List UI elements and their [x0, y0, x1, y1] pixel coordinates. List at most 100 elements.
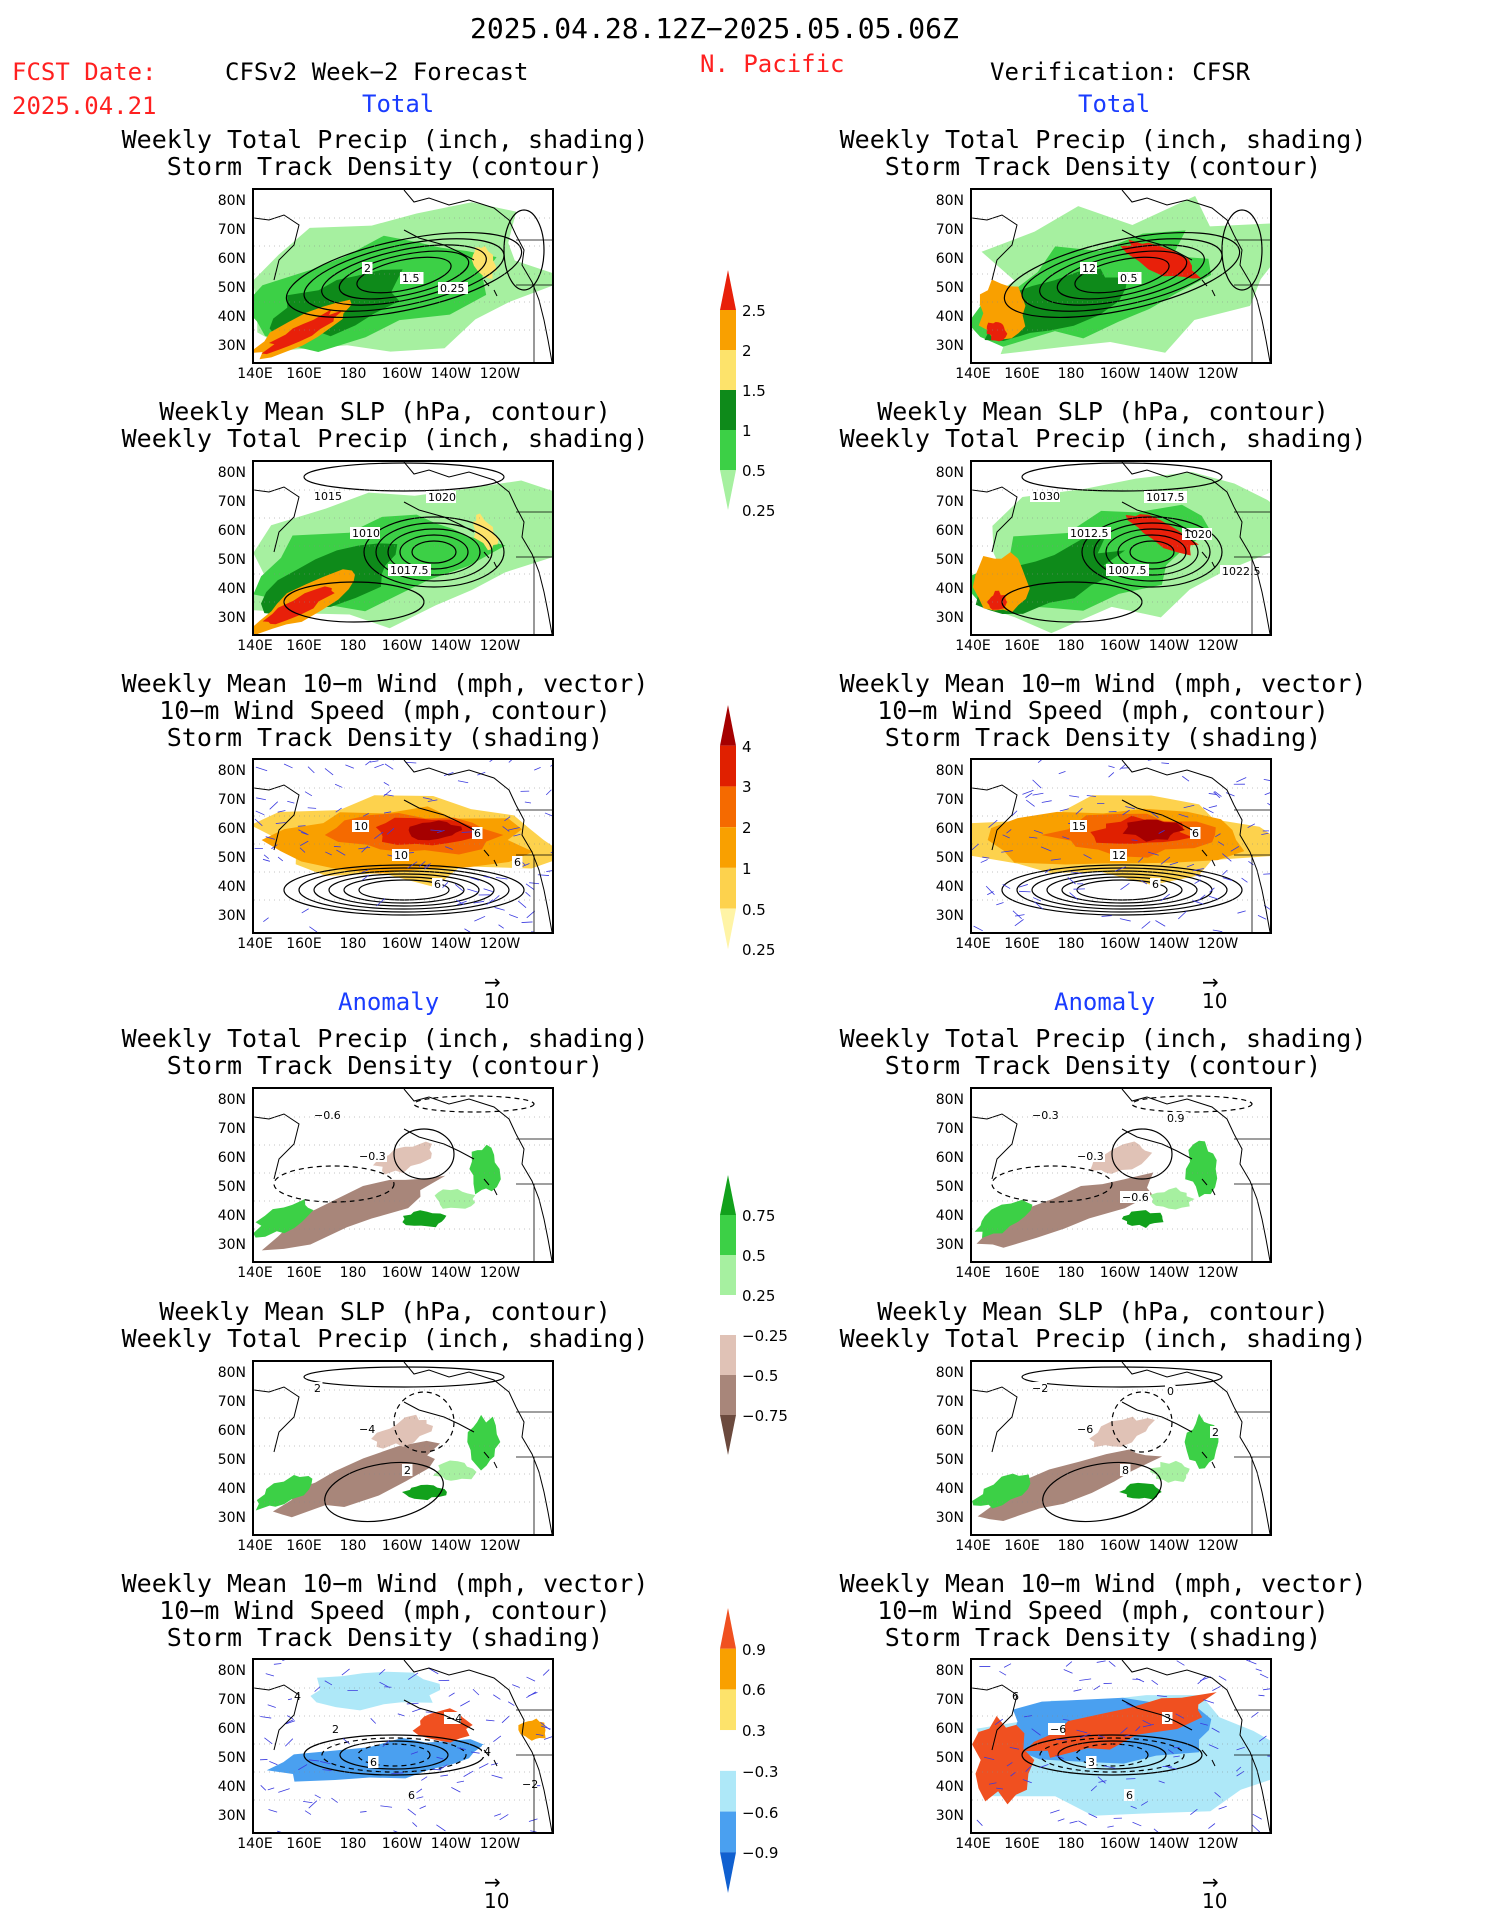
- slp-contour: [1117, 534, 1187, 570]
- wind-vector: [1236, 1746, 1245, 1751]
- map-panel-prec_an-verification: −0.3 −0.3 −0.6 0.9: [970, 1087, 1272, 1263]
- wind-vector: [987, 891, 994, 896]
- lon-tick-label: 120W: [1197, 1538, 1239, 1554]
- lon-tick-label: 120W: [1197, 1265, 1239, 1281]
- coastline: [515, 1704, 552, 1832]
- contour-label: 10: [352, 820, 369, 833]
- precip-shading: [472, 513, 499, 551]
- storm-anom-contour: [273, 1165, 395, 1203]
- svg-text:12: 12: [1082, 262, 1096, 275]
- lon-tick-label: 160E: [286, 638, 322, 654]
- lat-tick-label: 60N: [935, 523, 964, 539]
- contour-label: 0: [1165, 1385, 1176, 1398]
- coastline: [254, 1386, 300, 1453]
- coastline: [403, 1401, 475, 1433]
- coastline: [1233, 1704, 1270, 1832]
- wind-vector: [1263, 873, 1270, 875]
- lat-tick-label: 40N: [217, 879, 246, 895]
- lon-tick-label: 180: [339, 1265, 367, 1281]
- contour-label: −0.3: [1075, 1150, 1105, 1163]
- contour-label: 12: [1080, 262, 1097, 275]
- wind-vector: [1267, 802, 1270, 806]
- wind-vector: [454, 884, 464, 892]
- wind-vector: [528, 1691, 538, 1697]
- wind-vector: [1015, 914, 1025, 917]
- coastline: [483, 849, 498, 867]
- wind-vector: [1024, 1715, 1033, 1718]
- storm-contour: [503, 209, 545, 291]
- wind-vector: [374, 831, 384, 840]
- lat-tick-label: 30N: [935, 1237, 964, 1253]
- contour-label: 1017.5: [388, 564, 431, 577]
- wind-vector: [474, 915, 486, 922]
- wind-vector: [299, 847, 306, 853]
- lat-tick-label: 50N: [217, 850, 246, 866]
- contour-label: 1017.5: [1144, 491, 1187, 504]
- coastline: [515, 804, 552, 932]
- coastline: [254, 1684, 300, 1751]
- svg-text:1007.5: 1007.5: [1108, 564, 1147, 577]
- colorbar-label: 1: [742, 859, 752, 878]
- wind-vector: [383, 789, 392, 797]
- contour-label: −0.6: [312, 1109, 342, 1122]
- coastline: [254, 784, 300, 851]
- wind-vector: [1022, 789, 1034, 795]
- coastline: [403, 799, 475, 831]
- coastline: [972, 1113, 1018, 1180]
- lat-tick-label: 30N: [217, 908, 246, 924]
- wind-vector: [996, 1787, 1004, 1790]
- lon-tick-label: 160E: [286, 366, 322, 382]
- wind-vector: [1211, 1727, 1220, 1733]
- political-border: [1234, 1138, 1270, 1261]
- lat-tick-label: 80N: [935, 193, 964, 209]
- wind-vector: [513, 833, 521, 837]
- lon-tick-label: 160E: [286, 1836, 322, 1852]
- wind-vector: [1003, 1663, 1012, 1668]
- wind-vector: [512, 1684, 520, 1688]
- wind-vector: [275, 822, 286, 824]
- colorbar-swatch: [720, 1375, 736, 1415]
- period-title: 2025.04.28.12Z−2025.05.05.06Z: [470, 12, 959, 45]
- lon-tick-label: 160E: [286, 1265, 322, 1281]
- political-border: [516, 809, 552, 932]
- wind-vector: [421, 1776, 428, 1781]
- section-total-left: Total: [362, 90, 435, 118]
- svg-text:6: 6: [1126, 1789, 1133, 1802]
- lat-tick-label: 50N: [935, 1179, 964, 1195]
- colorbar-label: 0.5: [742, 1247, 766, 1265]
- wind-vector: [268, 1809, 278, 1813]
- wind-vector: [1041, 800, 1052, 803]
- wind-vector: [489, 760, 493, 762]
- wind-vector: [256, 797, 266, 801]
- slp-contour: [1093, 522, 1211, 582]
- coastline: [1121, 1699, 1193, 1731]
- lat-tick-label: 60N: [217, 251, 246, 267]
- lon-tick-label: 160W: [1099, 936, 1141, 952]
- wind-vector: [1019, 890, 1031, 893]
- section-anomaly-left: Anomaly: [338, 988, 440, 1016]
- svg-text:−0.6: −0.6: [1122, 1191, 1149, 1204]
- arrow-icon: →: [1202, 970, 1219, 994]
- wind-vector: [345, 764, 354, 769]
- wind-vector: [526, 1676, 536, 1682]
- reference-vector: → 10: [484, 972, 509, 1013]
- precip-shading: [262, 586, 335, 625]
- wind-vector: [1031, 1728, 1041, 1736]
- wind-vector: [380, 1805, 393, 1808]
- svg-text:1.5: 1.5: [402, 272, 420, 285]
- colorbar-cap: [720, 908, 736, 950]
- lat-tick-label: 70N: [217, 1692, 246, 1708]
- wind-vector: [1142, 1724, 1154, 1728]
- wind-vector: [1050, 858, 1061, 861]
- svg-text:6: 6: [370, 1756, 377, 1769]
- lon-tick-label: 160E: [1004, 1836, 1040, 1852]
- wind-vector: [469, 877, 480, 881]
- wind-vector: [284, 1738, 294, 1747]
- wind-vector: [278, 1788, 290, 1793]
- lat-tick-label: 40N: [217, 1208, 246, 1224]
- panel-title-line: Storm Track Density (shading): [884, 1623, 1322, 1652]
- wind-vector: [1217, 841, 1225, 846]
- political-border: [1234, 239, 1270, 362]
- lat-tick-label: 50N: [935, 1750, 964, 1766]
- wind-vector: [277, 810, 286, 813]
